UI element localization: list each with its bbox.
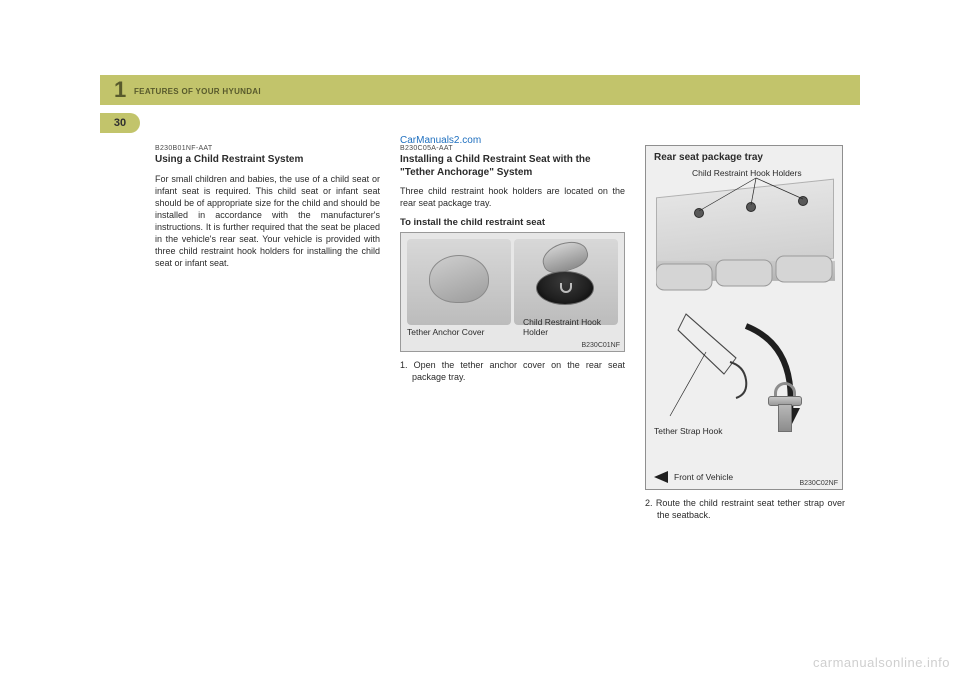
section-ref-code: B230C05A-AAT (400, 145, 625, 152)
column-1: B230B01NF-AAT Using a Child Restraint Sy… (155, 145, 380, 270)
figure-rear-tray: Rear seat package tray Child Restraint H… (645, 145, 843, 490)
anchor-cover-icon (429, 255, 489, 303)
step-2: 2. Route the child restraint seat tether… (645, 498, 845, 521)
section-heading: Installing a Child Restraint Seat with t… (400, 154, 625, 179)
figure-code: B230C01NF (581, 342, 620, 349)
anchor-post-icon (764, 364, 808, 436)
column-2: B230C05A-AAT Installing a Child Restrain… (400, 145, 625, 384)
anchor-open-icon (532, 247, 600, 311)
figure-strap-label: Tether Strap Hook (654, 426, 723, 436)
chapter-title: FEATURES OF YOUR HYUNDAI (134, 87, 261, 96)
section-heading: Using a Child Restraint System (155, 154, 380, 167)
manual-page: 1 FEATURES OF YOUR HYUNDAI 30 CarManuals… (100, 75, 860, 585)
section-intro: Three child restraint hook holders are l… (400, 185, 625, 209)
figure-code: B230C02NF (799, 480, 838, 487)
page-number-tab: 30 (100, 113, 140, 133)
chapter-number: 1 (114, 77, 126, 103)
chapter-header-band: 1 FEATURES OF YOUR HYUNDAI (100, 75, 860, 105)
arrow-left-icon (654, 471, 668, 483)
sub-heading: To install the child restraint seat (400, 217, 625, 228)
column-3: Rear seat package tray Child Restraint H… (645, 145, 845, 521)
front-of-vehicle-label: Front of Vehicle (674, 472, 733, 482)
section-ref-code: B230B01NF-AAT (155, 145, 380, 152)
section-body: For small children and babies, the use o… (155, 173, 380, 270)
figure-tether-anchor: Tether Anchor Cover Child Restraint Hook… (400, 232, 625, 352)
figure-label-right: Child Restraint Hook Holder (523, 317, 619, 337)
figure-panel-right (514, 239, 618, 325)
step-1: 1. Open the tether anchor cover on the r… (400, 360, 625, 383)
watermark: carmanualsonline.info (813, 655, 950, 670)
front-of-vehicle-row: Front of Vehicle (654, 471, 733, 483)
figure-label-left: Tether Anchor Cover (407, 327, 507, 337)
figure-panel-left (407, 239, 511, 325)
seat-cushions-icon (656, 254, 836, 304)
